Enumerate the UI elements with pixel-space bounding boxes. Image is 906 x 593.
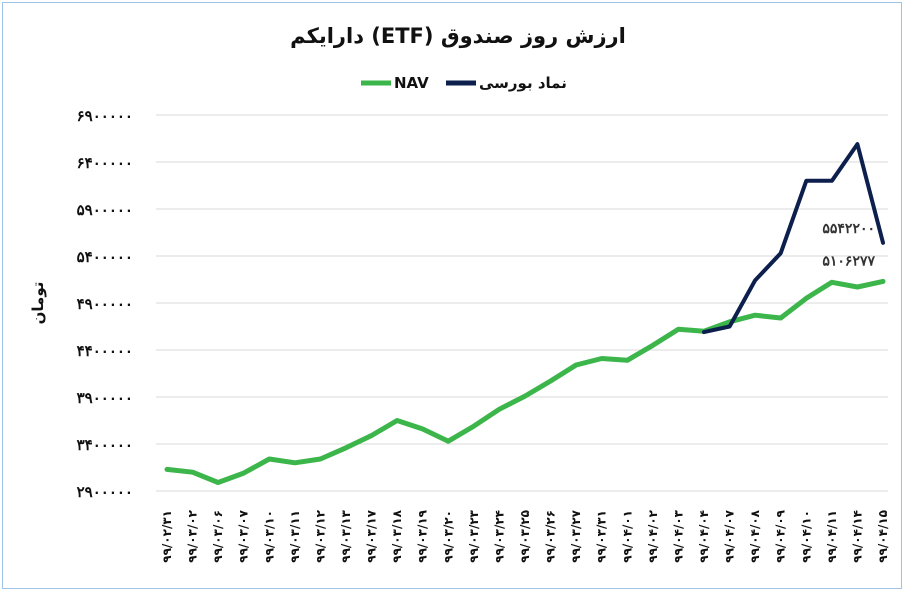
x-tick-label: ۹۹/۰۳/۱۷ (365, 509, 379, 562)
x-tick-label: ۹۹/۰۴/۱۵ (876, 510, 890, 563)
x-tick-label: ۹۹/۰۴/۰۱ (620, 510, 634, 563)
x-tick-label: ۹۹/۰۴/۱۴ (850, 510, 864, 563)
y-tick-label: ۴۹۰۰۰۰۰ (77, 295, 133, 313)
legend-label-nav: NAV (394, 74, 429, 92)
y-axis-label: تومان (29, 282, 47, 325)
y-tick-label: ۳۴۰۰۰۰۰ (77, 436, 133, 454)
y-tick-label: ۴۴۰۰۰۰۰ (77, 342, 133, 360)
x-tick-label: ۹۹/۰۴/۰۸ (748, 509, 762, 562)
x-tick-label: ۹۹/۰۳/۱۲ (313, 509, 327, 562)
x-tick-label: ۹۹/۰۴/۰۴ (697, 510, 711, 563)
x-tick-label: ۹۹/۰۴/۰۳ (671, 509, 685, 562)
x-tick-label: ۹۹/۰۳/۰۶ (211, 510, 225, 563)
series-lines (164, 142, 886, 485)
x-tick-label: ۹۹/۰۳/۳۱ (595, 510, 609, 563)
legend: NAV نماد بورسی (361, 74, 567, 92)
x-tick-label: ۹۹/۰۳/۱۳ (339, 509, 353, 562)
x-tick-label: ۹۹/۰۳/۲۷ (569, 509, 583, 562)
y-tick-label: ۶۴۰۰۰۰۰ (77, 154, 133, 172)
y-tick-label: ۶۹۰۰۰۰۰ (77, 107, 133, 125)
x-tick-label: ۹۹/۰۳/۱۹ (416, 509, 430, 562)
x-tick-label: ۹۹/۰۴/۰۹ (774, 509, 788, 562)
x-tick-label: ۹۹/۰۴/۱۰ (799, 510, 813, 563)
x-axis-ticks: ۹۹/۰۲/۳۱ ۹۹/۰۳/۰۲ ۹۹/۰۳/۰۶ ۹۹/۰۳/۰۷ ۹۹/۰۳/۱۰… (160, 509, 890, 562)
y-tick-label: ۳۹۰۰۰۰۰ (77, 389, 133, 407)
x-tick-label: ۹۹/۰۳/۲۵ (518, 510, 532, 563)
gridlines (156, 114, 888, 492)
y-axis-ticks: ۲۹۰۰۰۰۰ ۳۴۰۰۰۰۰ ۳۹۰۰۰۰۰ ۴۴۰۰۰۰۰ ۴۹۰۰۰۰۰ ۵۴۰۰۰… (77, 107, 133, 501)
x-tick-label: ۹۹/۰۳/۲۴ (492, 510, 506, 563)
data-labels: ۵۵۴۲۲۰۰ ۵۱۰۶۲۷۷ (822, 221, 875, 270)
x-tick-label: ۹۹/۰۳/۲۳ (467, 509, 481, 562)
y-tick-label: ۵۹۰۰۰۰۰ (77, 201, 133, 219)
series-line-market (702, 142, 885, 335)
x-tick-label: ۹۹/۰۲/۳۱ (160, 510, 174, 563)
x-tick-label: ۹۹/۰۳/۰۷ (237, 509, 251, 562)
series-line-nav (164, 278, 886, 485)
x-tick-label: ۹۹/۰۴/۰۲ (646, 509, 660, 562)
x-tick-label: ۹۹/۰۴/۱۱ (825, 510, 839, 563)
x-tick-label: ۹۹/۰۳/۱۱ (288, 510, 302, 563)
data-label-nav: ۵۱۰۶۲۷۷ (822, 253, 875, 269)
x-tick-label: ۹۹/۰۳/۰۲ (186, 509, 200, 562)
x-tick-label: ۹۹/۰۳/۱۸ (390, 509, 404, 562)
data-label-market: ۵۵۴۲۲۰۰ (822, 221, 875, 237)
line-chart: ارزش روز صندوق (ETF) دارایکم NAV نماد بو… (29, 24, 890, 563)
legend-label-market: نماد بورسی (479, 74, 567, 92)
chart-title: ارزش روز صندوق (ETF) دارایکم (290, 24, 626, 48)
x-tick-label: ۹۹/۰۳/۲۶ (544, 510, 558, 563)
y-tick-label: ۲۹۰۰۰۰۰ (77, 483, 133, 501)
x-tick-label: ۹۹/۰۳/۲۰ (441, 510, 455, 563)
x-tick-label: ۹۹/۰۴/۰۷ (723, 509, 737, 562)
x-tick-label: ۹۹/۰۳/۱۰ (262, 510, 276, 563)
y-tick-label: ۵۴۰۰۰۰۰ (77, 248, 133, 266)
